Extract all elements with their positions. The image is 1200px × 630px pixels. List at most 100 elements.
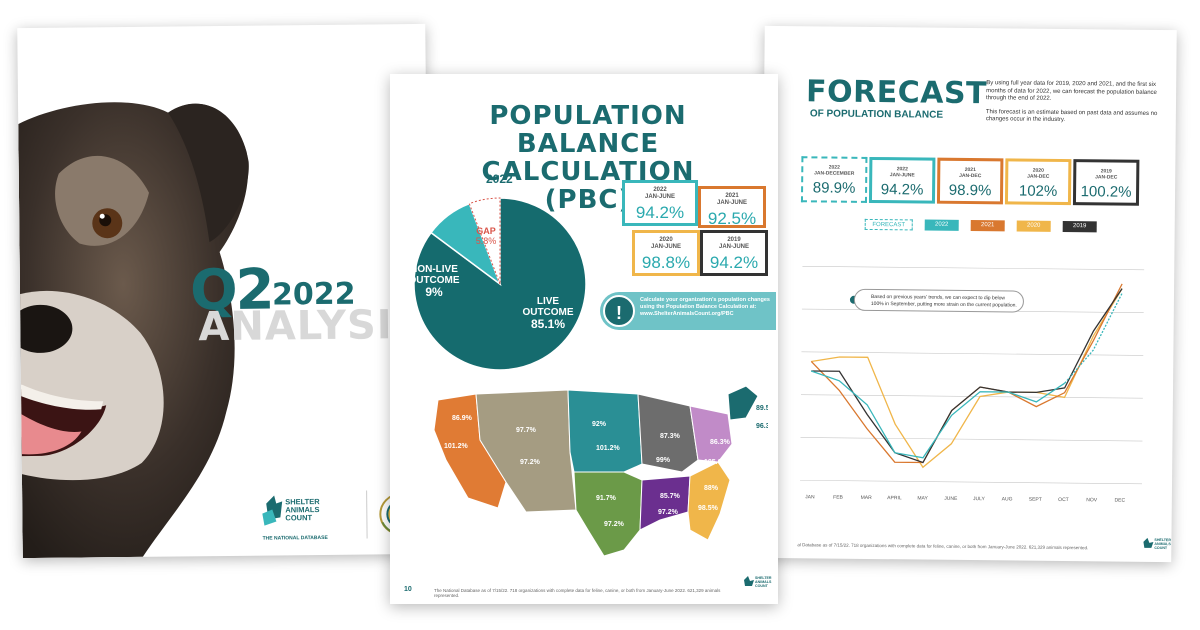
cover-logo-text: SHELTER ANIMALS COUNT (285, 497, 320, 523)
pbc-stat-box: 2021 JAN-JUNE 92.5% (698, 186, 766, 228)
forecast-stat-box: 2021 JAN-DEC 98.9% (936, 157, 1004, 205)
pie-slice-label: OUTCOME (408, 275, 459, 286)
calc-text-2: using the Population Balance Calculation… (640, 304, 757, 310)
box-value: 98.8% (641, 253, 691, 272)
map-value-label: 101.2% (596, 445, 621, 452)
map-value-label: 89.5% (756, 405, 768, 412)
pie-year: 2022 (486, 172, 513, 186)
forecast-footer-logo-text: SHELTER ANIMALS COUNT (1154, 537, 1171, 551)
series-line (1064, 293, 1123, 384)
x-tick-label: FEB (833, 495, 843, 501)
pbc-footnote: The National Database as of 7/15/22. 718… (434, 588, 721, 598)
x-tick-label: JULY (973, 496, 986, 502)
series-line (810, 370, 1066, 459)
footer-logo-icon (744, 576, 754, 586)
legend-item: 2020 (1016, 220, 1051, 232)
x-tick-label: DEC (1115, 498, 1126, 504)
forecast-paragraph: By using full year data for 2019, 2020 a… (986, 80, 1172, 126)
calc-text-1: Calculate your organization's population… (640, 297, 770, 303)
cover-page[interactable]: Q2 2022 ANALYSIS SHELTER ANIMALS COUNT T… (17, 23, 431, 559)
map-value-label: 92% (592, 421, 607, 428)
calc-url[interactable]: www.ShelterAnimalsCount.org/PBC (640, 311, 734, 317)
forecast-footer-logo: SHELTER ANIMALS COUNT (1141, 536, 1171, 556)
box-value: 94.2% (709, 253, 759, 272)
x-tick-label: SEPT (1029, 497, 1042, 503)
gridline (800, 437, 1143, 442)
map-value-label: 101.2% (444, 443, 469, 450)
map-region (637, 393, 699, 473)
x-tick-label: APRIL (887, 495, 902, 501)
map-value-label: 86.3% (710, 439, 731, 446)
forecast-note: Based on previous years' trends, we can … (853, 288, 1025, 313)
box-value: 94.2% (635, 203, 685, 222)
map-region (573, 471, 643, 557)
map-value-label: 97.2% (520, 459, 541, 466)
legend-item: 2021 (970, 220, 1005, 232)
pbc-footer-logo: SHELTER ANIMALS COUNT (742, 574, 774, 598)
pbc-stat-box: 2019 JAN-JUNE 94.2% (700, 230, 768, 276)
pie-slice-label: LIVE (537, 296, 560, 307)
pie-slice-label: GAP (476, 226, 496, 236)
box-value: 102% (1018, 182, 1058, 200)
forecast-page[interactable]: FORECAST OF POPULATION BALANCE By using … (759, 25, 1177, 563)
pie-slice (468, 197, 501, 285)
legend-item: FORECAST (864, 218, 913, 231)
map-value-label: 98.5% (698, 505, 719, 512)
forecast-para-2: This forecast is an estimate based on pa… (985, 108, 1158, 124)
box-value: 94.2% (880, 181, 924, 199)
map-value-label: 97.7% (516, 427, 537, 434)
map-value-label: 88% (704, 485, 719, 492)
map-value-label: 85.7% (660, 493, 681, 500)
box-period: 2021 JAN-JUNE (716, 193, 747, 206)
box-period: 2022 JAN-JUNE (644, 187, 675, 200)
map-value-label: 87.3% (660, 433, 681, 440)
pie-slice-value: 85.1% (531, 317, 565, 331)
pbc-stat-box: 2022 JAN-JUNE 94.2% (622, 180, 698, 226)
gridline (800, 479, 1143, 485)
legend-item: 2022 (924, 219, 959, 231)
map-region (639, 475, 691, 531)
map-value-label: 97.2% (658, 509, 679, 516)
forecast-para-1: By using full year data for 2019, 2020 a… (986, 80, 1157, 103)
box-period: 2019 JAN-JUNE (718, 237, 749, 250)
series-line (811, 288, 1123, 464)
box-period: 2022 JAN-DECEMBER (814, 164, 855, 177)
box-value: 100.2% (1080, 183, 1132, 201)
x-tick-label: MAY (917, 495, 928, 501)
pie-slice-label: OUTCOME (522, 307, 573, 318)
page-number: 10 (404, 586, 412, 593)
pbc-stat-box: 2020 JAN-JUNE 98.8% (632, 230, 700, 276)
map-value-label: 86.9% (452, 415, 473, 422)
box-period: 2022 JAN-JUNE (889, 166, 915, 179)
dog-photo (17, 82, 258, 559)
pbc-page[interactable]: POPULATION BALANCE CALCULATION (PBC) 202… (390, 74, 778, 604)
pie-slice-value: 9% (425, 285, 443, 299)
forecast-boxes: 2022 JAN-DECEMBER 89.9% 2022 JAN-JUNE 94.2% 20… (765, 26, 1177, 206)
map-value-label: 96.3% (756, 423, 768, 430)
box-value: 98.9% (948, 181, 992, 200)
map-value-label: 99% (656, 457, 671, 464)
forecast-stat-box: 2020 JAN-DEC 102% (1004, 158, 1072, 206)
x-tick-label: JAN (805, 494, 815, 500)
forecast-title: FORECAST (805, 74, 988, 112)
x-tick-label: AUG (1002, 496, 1013, 502)
map-region (567, 389, 643, 473)
pbc-calculator-banner[interactable]: ! Calculate your organization's populati… (600, 292, 776, 330)
map-region (689, 405, 733, 463)
gridline (802, 265, 1145, 271)
forecast-stat-box: 2022 JAN-DECEMBER 89.9% (800, 156, 868, 203)
forecast-subtitle: OF POPULATION BALANCE (809, 108, 944, 121)
box-period: 2020 JAN-DEC (1027, 167, 1050, 180)
forecast-footnote: al Database as of 7/15/22. 718 organizat… (797, 542, 1089, 551)
gridline (800, 394, 1143, 399)
legend-item: 2019 (1062, 220, 1097, 233)
us-regional-map: 86.9% 101.2% 97.7% 97.2% 92% 101.2% 91.7% 97.2%… (433, 385, 768, 557)
x-tick-label: NOV (1086, 497, 1098, 503)
cover-logo-sub: THE NATIONAL DATABASE (262, 534, 328, 542)
box-value: 92.5% (707, 209, 757, 228)
box-period: 2019 JAN-DEC (1095, 168, 1118, 181)
forecast-legend: FORECAST 2022 2021 2020 2019 (765, 26, 1177, 233)
box-value: 89.9% (812, 179, 856, 197)
